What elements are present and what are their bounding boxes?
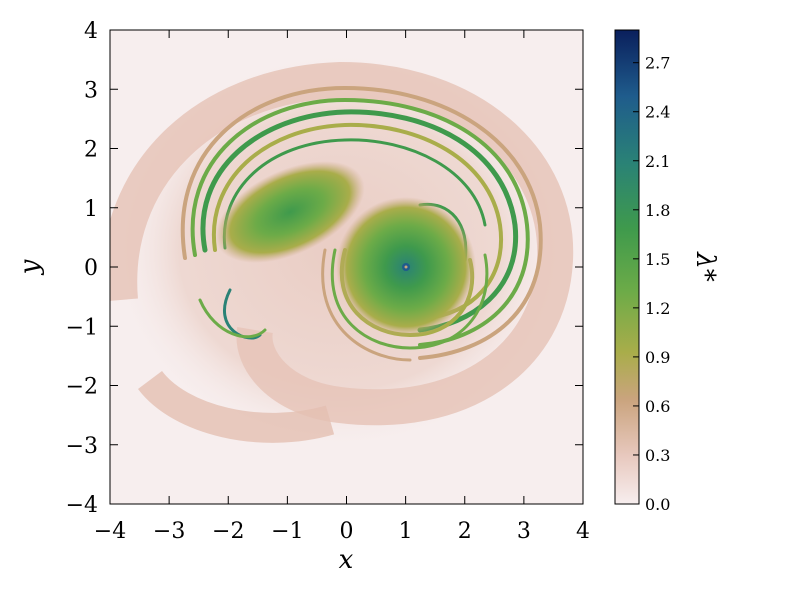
x-tick-label: 0: [340, 519, 354, 544]
colorbar-ticks: 2.7 2.4 2.1 1.8 1.5 1.2 0.9 0.6 0.3 0.0: [633, 54, 670, 514]
y-tick-label: −1: [66, 315, 98, 340]
lower-band: [138, 370, 335, 443]
x-tick-label: −2: [212, 519, 244, 544]
colorbar-tick-label: 0.9: [645, 348, 670, 367]
x-tick-label: 1: [399, 519, 413, 544]
x-tick-label: −1: [271, 519, 303, 544]
colorbar-tick-label: 0.6: [645, 397, 670, 416]
y-tick-label: 0: [84, 256, 98, 281]
x-tick-label: −3: [153, 519, 185, 544]
colorbar: 2.7 2.4 2.1 1.8 1.5 1.2 0.9 0.6 0.3 0.0 λ*: [614, 29, 720, 514]
colorbar-tick-label: 1.2: [645, 299, 670, 318]
colorbar-tick-label: 2.4: [645, 103, 670, 122]
x-tick-label: 4: [576, 519, 590, 544]
x-tick-label: 3: [517, 519, 531, 544]
colorbar-tick-label: 0.0: [645, 495, 670, 514]
secondary-blob: [215, 161, 365, 263]
y-tick-label: 1: [84, 197, 98, 222]
y-tick-label: −4: [66, 493, 98, 518]
y-tick-label: 2: [84, 138, 98, 163]
colorbar-tick-label: 2.1: [645, 152, 670, 171]
y-tick-label: −2: [66, 375, 98, 400]
colorbar-title: λ*: [690, 251, 720, 281]
y-axis: 4 3 2 1 0 −1 −2 −3 −4: [66, 19, 583, 518]
x-tick-label: 2: [458, 519, 472, 544]
y-tick-label: 4: [84, 19, 98, 44]
outer-band: [110, 61, 574, 426]
y-tick-label: −3: [66, 434, 98, 459]
x-tick-label: −4: [94, 519, 126, 544]
y-axis-title: y: [15, 259, 45, 275]
heatmap-field: [110, 30, 583, 504]
y-tick-label: 3: [84, 78, 98, 103]
colorbar-tick-label: 1.8: [645, 201, 670, 220]
x-axis: −4 −3 −2 −1 0 1 2 3 4: [94, 30, 590, 544]
colorbar-tick-label: 2.7: [645, 54, 670, 73]
colorbar-tick-label: 0.3: [645, 446, 670, 465]
colorbar-tick-label: 1.5: [645, 250, 670, 269]
x-axis-title: x: [339, 545, 354, 575]
colorbar-gradient: [614, 29, 640, 505]
